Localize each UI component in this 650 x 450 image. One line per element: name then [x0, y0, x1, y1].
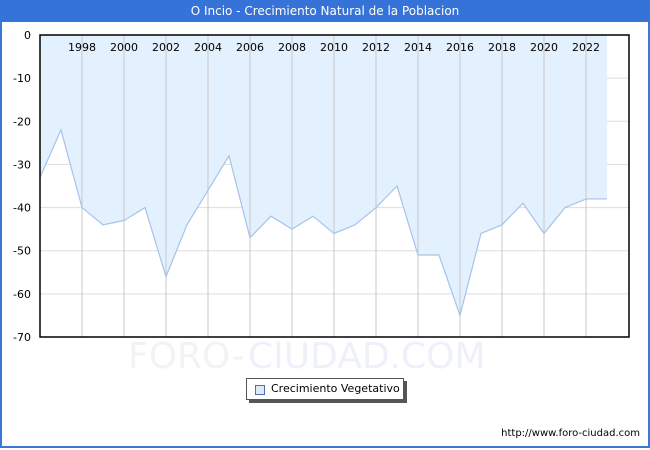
- y-tick-label: -60: [13, 288, 31, 301]
- y-tick-label: -10: [13, 72, 31, 85]
- y-tick-label: -50: [13, 245, 31, 258]
- y-tick-label: 0: [24, 29, 31, 42]
- y-tick-label: -70: [13, 331, 31, 344]
- y-axis-ticks: 0 -10 -20 -30 -40 -50 -60 -70: [13, 29, 31, 344]
- data-line: [39, 128, 607, 318]
- x-tick-label: 2018: [488, 41, 516, 54]
- watermark: FORO- CIUDAD.COM: [128, 336, 486, 377]
- x-tick-label: 2020: [530, 41, 558, 54]
- x-tick-label: 2008: [278, 41, 306, 54]
- watermark-part2: CIUDAD.COM: [248, 336, 486, 377]
- x-tick-label: 2004: [194, 41, 222, 54]
- x-tick-label: 1998: [68, 41, 96, 54]
- legend-swatch-icon: [255, 385, 265, 395]
- x-tick-label: 2016: [446, 41, 474, 54]
- footer-url: http://www.foro-ciudad.com: [501, 428, 640, 439]
- x-tick-label: 2006: [236, 41, 264, 54]
- legend-label: Crecimiento Vegetativo: [271, 382, 400, 395]
- vertical-gridlines: [81, 35, 587, 337]
- x-tick-label: 2022: [572, 41, 600, 54]
- x-tick-label: 2002: [152, 41, 180, 54]
- plot-border: [39, 34, 630, 338]
- data-area: [40, 35, 607, 316]
- y-tick-label: -40: [13, 202, 31, 215]
- y-tick-label: -30: [13, 158, 31, 171]
- area-fill: [40, 35, 607, 316]
- watermark-part1: FORO-: [128, 336, 244, 377]
- x-tick-label: 2000: [110, 41, 138, 54]
- x-tick-label: 2010: [320, 41, 348, 54]
- x-tick-label: 2014: [404, 41, 432, 54]
- series-line: [39, 128, 607, 318]
- x-axis-ticks: 1998 2000 2002 2004 2006 2008 2010 2012 2014 2016…: [68, 41, 600, 54]
- y-tick-label: -20: [13, 115, 31, 128]
- legend: Crecimiento Vegetativo: [246, 378, 404, 400]
- chart-title: O Incio - Crecimiento Natural de la Pobl…: [0, 0, 650, 22]
- x-tick-label: 2012: [362, 41, 390, 54]
